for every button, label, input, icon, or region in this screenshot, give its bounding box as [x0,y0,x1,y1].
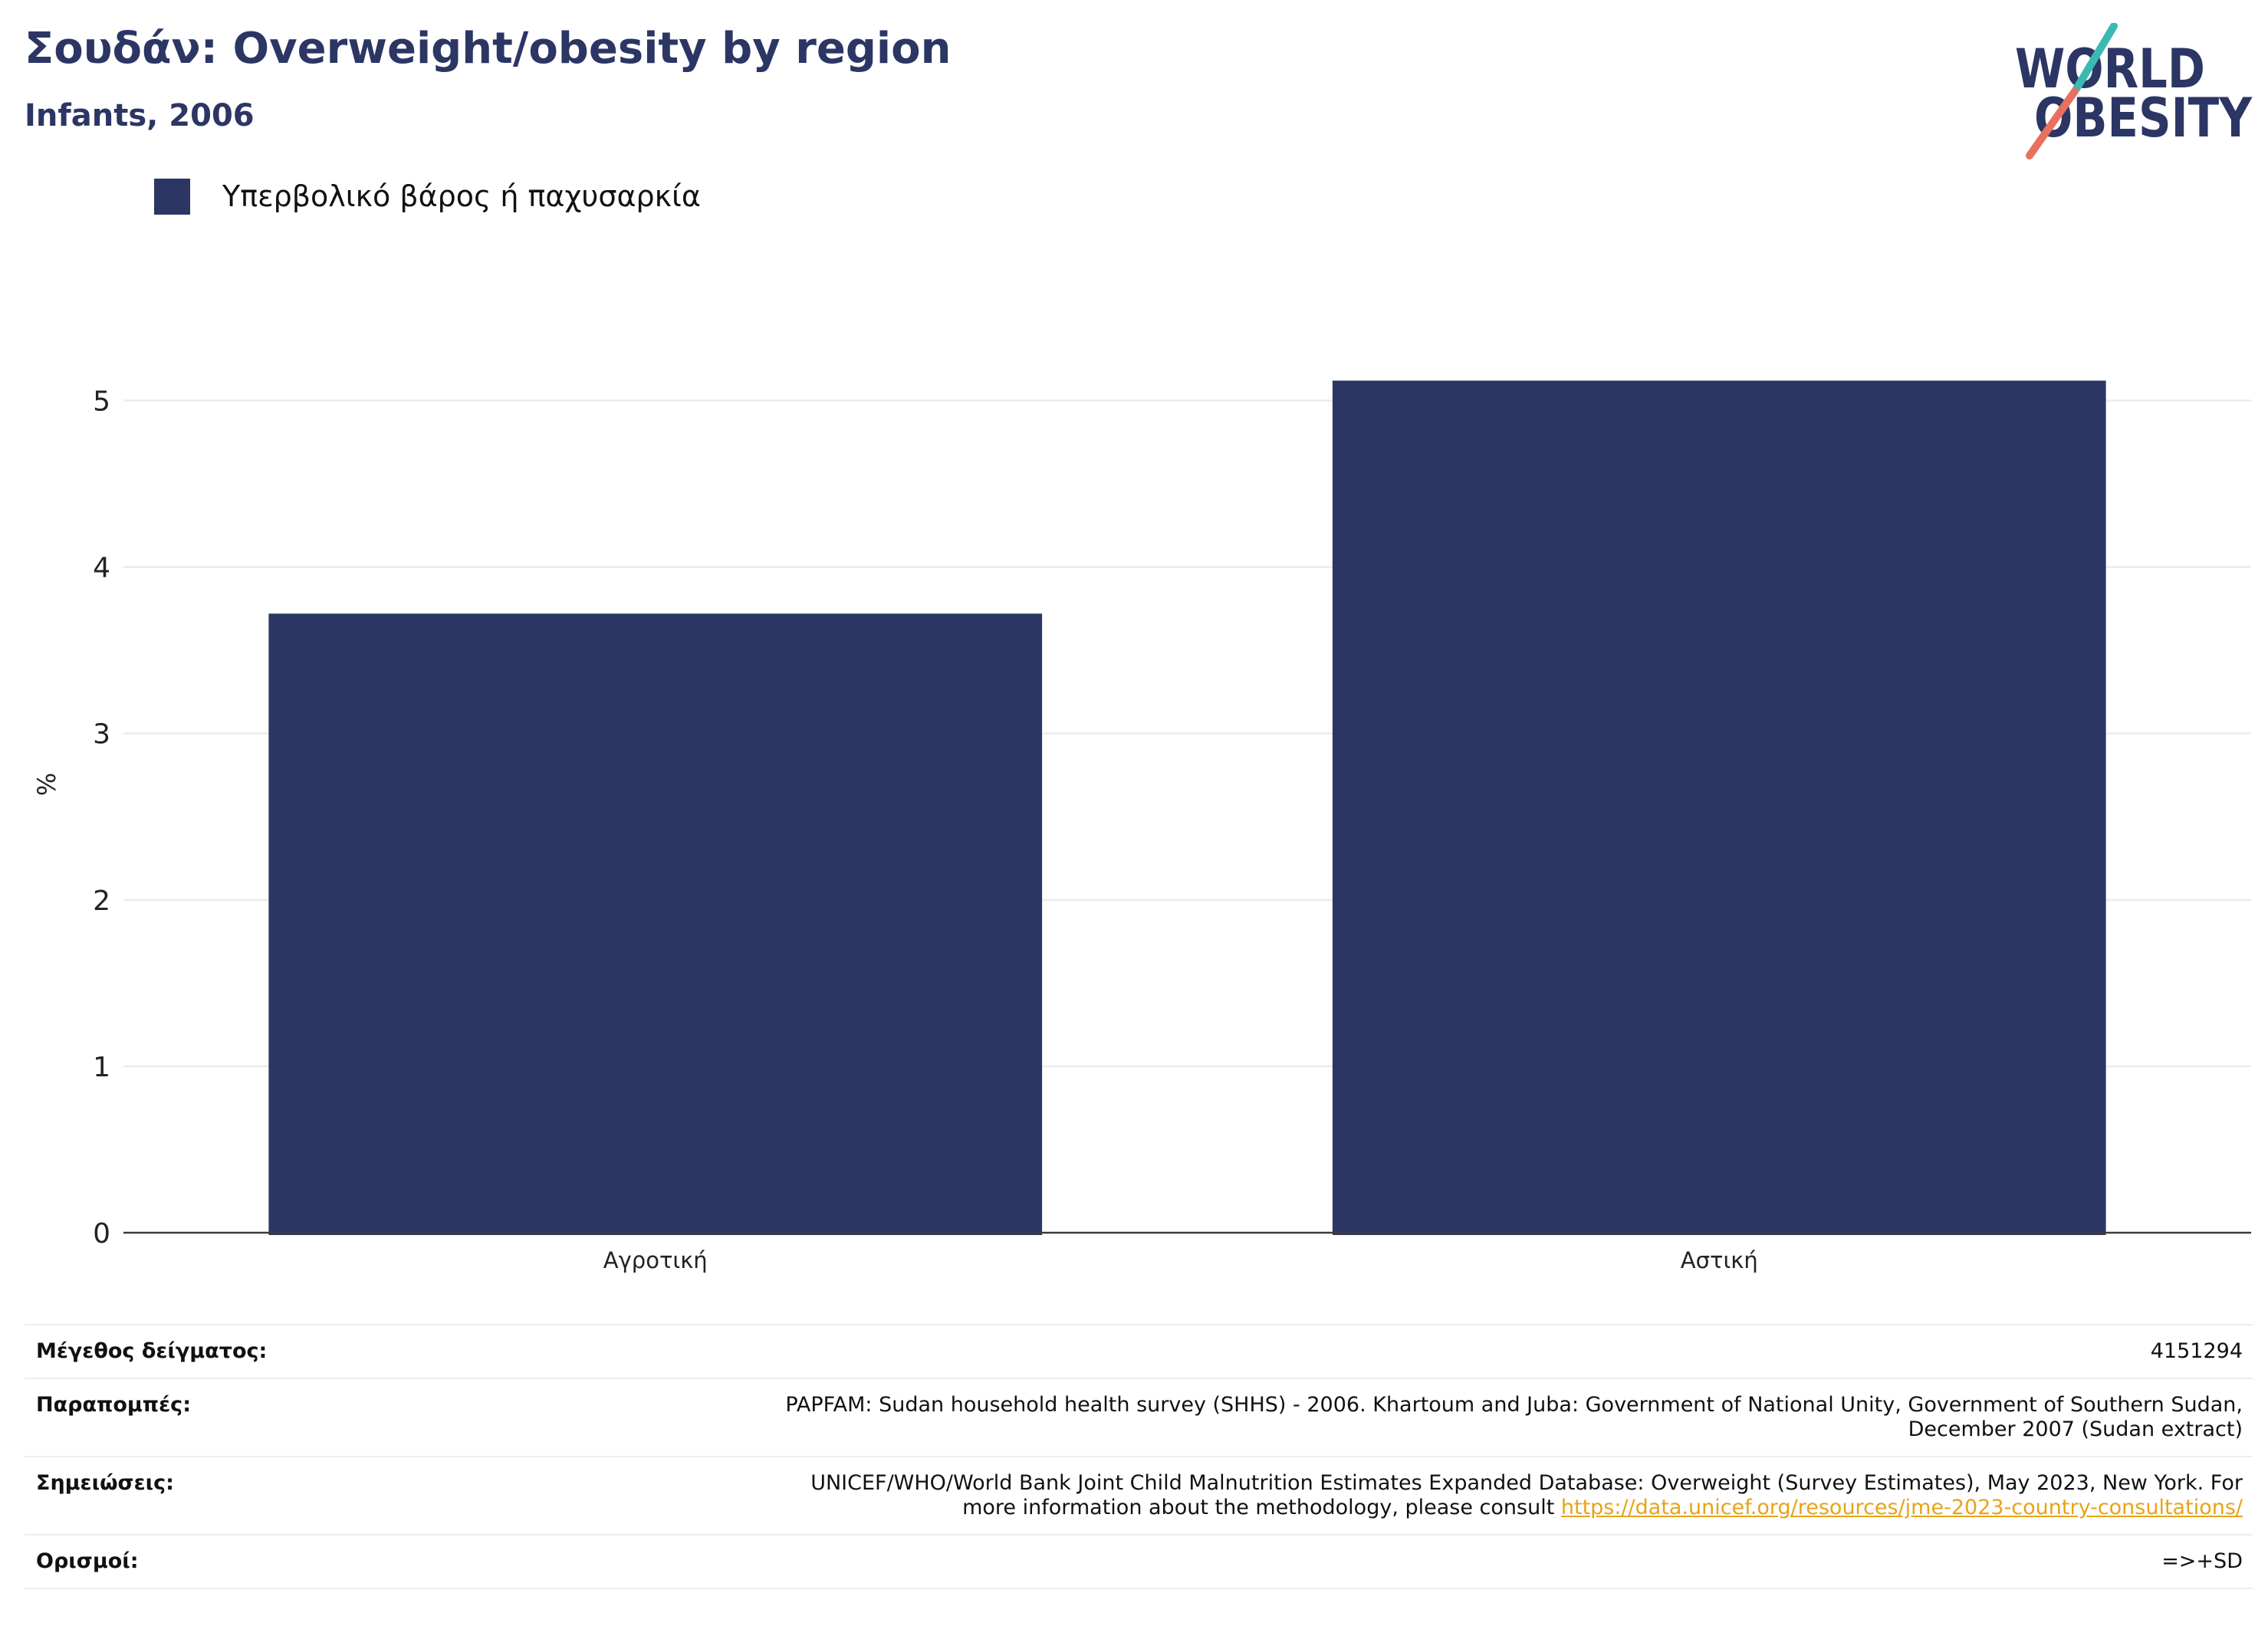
value-line-with-link: more information about the methodology, … [810,1496,2243,1520]
sample-size-label: Μέγεθος δείγματος: [36,1339,268,1363]
notes-label: Σημειώσεις: [36,1471,174,1495]
bar [1332,380,2106,1236]
value-line: =>+SD [2161,1549,2243,1573]
value-line: 4151294 [2150,1339,2243,1363]
references-label: Παραπομπές: [36,1393,191,1417]
world-obesity-logo: WORLD OBESITY [2015,23,2253,159]
definitions-label: Ορισμοί: [36,1549,139,1573]
logo-text-world: WORLD [2015,38,2205,100]
x-tick-label: Αστική [1681,1247,1758,1273]
logo-slash-bottom [2026,87,2079,159]
y-tick-label: 5 [93,386,110,418]
legend-label: Υπερβολικό βάρος ή παχυσαρκία [222,179,701,213]
definitions-value: =>+SD [2161,1549,2243,1574]
value-line: more information about the methodology, … [962,1496,1555,1519]
bar-chart: % 0 1 2 3 4 5 Αγροτική Αστική [32,380,2251,1273]
references-value: PAPFAM: Sudan household health survey (S… [785,1393,2243,1442]
chart-title: Σουδάν: Overweight/obesity by region [25,24,952,74]
methodology-link[interactable]: https://data.unicef.org/resources/jme-20… [1560,1496,2243,1519]
chart-subtitle: Infants, 2006 [25,98,255,133]
value-line: UNICEF/WHO/World Bank Joint Child Malnut… [810,1471,2243,1495]
sample-size-value: 4151294 [2151,1339,2243,1364]
value-line: PAPFAM: Sudan household health survey (S… [785,1393,2243,1417]
value-line: December 2007 (Sudan extract) [1908,1417,2243,1441]
x-tick-label: Αγροτική [603,1247,708,1273]
y-axis-label: % [32,773,61,796]
legend-swatch [154,179,190,215]
chart-legend: Υπερβολικό βάρος ή παχυσαρκία [154,179,701,215]
notes-row: Σημειώσεις: UNICEF/WHO/World Bank Joint … [25,1457,2253,1536]
bar [268,613,1043,1235]
y-tick-label: 3 [93,719,110,751]
info-table: Μέγεθος δείγματος: 4151294 Παραπομπές: P… [25,1324,2253,1589]
y-tick-label: 0 [93,1218,110,1250]
y-tick-label: 1 [93,1052,110,1083]
y-tick-label: 2 [93,885,110,917]
notes-value: UNICEF/WHO/World Bank Joint Child Malnut… [810,1471,2243,1520]
sample-size-row: Μέγεθος δείγματος: 4151294 [25,1325,2253,1379]
y-tick-label: 4 [93,553,110,584]
definitions-row: Ορισμοί: =>+SD [25,1536,2253,1589]
logo-slash-top [2072,23,2118,93]
references-row: Παραπομπές: PAPFAM: Sudan household heal… [25,1379,2253,1457]
